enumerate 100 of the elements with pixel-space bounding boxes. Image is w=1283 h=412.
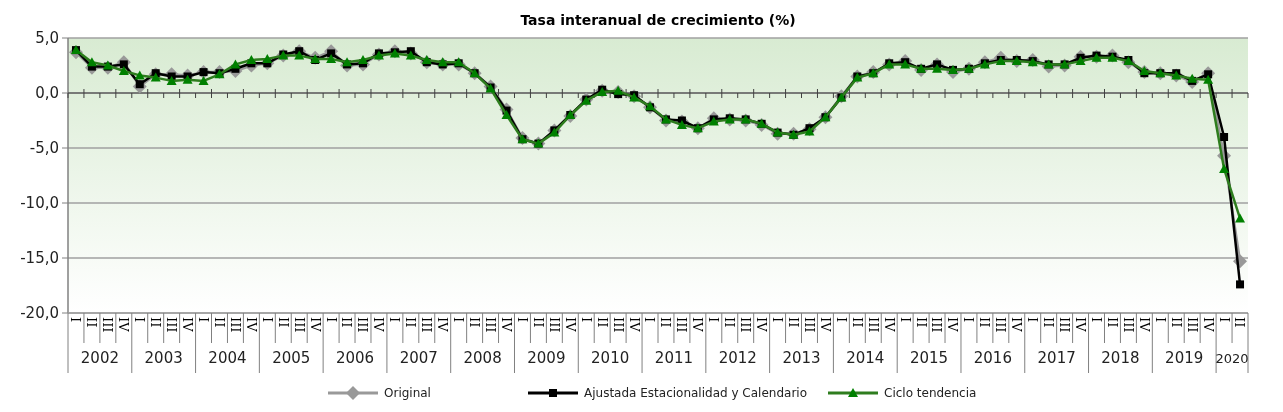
y-tick-label: 5,0 (35, 29, 59, 48)
text: 2007 (399, 349, 438, 367)
text: 2017 (1037, 349, 1076, 367)
y-tick-label: -10,0 (20, 194, 59, 213)
x-tick-label: III (1184, 317, 1200, 333)
y-tick-label: 0,0 (35, 84, 59, 103)
text: 2008 (463, 349, 502, 367)
x-tick-label: II (849, 317, 865, 328)
x-tick-label: II (1168, 317, 1184, 328)
x-tick-label: III (865, 317, 881, 333)
x-tick-label: I (578, 317, 594, 323)
text: 2018 (1101, 349, 1140, 367)
x-tick-label: III (674, 317, 690, 333)
x-tick-label: I (259, 317, 275, 323)
x-tick-label: I (68, 317, 84, 323)
x-tick-label: I (132, 317, 148, 323)
x-tick-label: I (195, 317, 211, 323)
x-tick-label: III (227, 317, 243, 333)
x-tick-label: II (913, 317, 929, 328)
x-tick-label: II (530, 317, 546, 328)
x-tick-label: IV (498, 317, 514, 333)
x-tick-label: I (1088, 317, 1104, 323)
x-tick-label: II (1041, 317, 1057, 328)
legend-label: Ajustada Estacionalidad y Calendario (584, 386, 807, 401)
x-tick-label: II (722, 317, 738, 328)
x-tick-label: II (977, 317, 993, 328)
x-tick-label: III (1057, 317, 1073, 333)
text: 2004 (208, 349, 247, 367)
text: 2012 (718, 349, 757, 367)
text: 2020 (1215, 351, 1249, 366)
x-tick-label: I (961, 317, 977, 323)
x-tick-label: III (355, 317, 371, 333)
x-tick-label: III (993, 317, 1009, 333)
x-tick-label: II (339, 317, 355, 328)
text: 2019 (1165, 349, 1204, 367)
x-tick-label: II (211, 317, 227, 328)
x-tick-label: I (323, 317, 339, 323)
x-tick-label: III (929, 317, 945, 333)
x-tick-label: IV (1073, 317, 1089, 333)
x-tick-label: II (275, 317, 291, 328)
x-tick-label: III (610, 317, 626, 333)
x-tick-label: I (451, 317, 467, 323)
x-tick-label: III (1120, 317, 1136, 333)
x-tick-label: I (387, 317, 403, 323)
x-tick-label: IV (690, 317, 706, 333)
x-tick-label: IV (371, 317, 387, 333)
x-tick-label: III (483, 317, 499, 333)
legend-label: Original (384, 386, 431, 401)
x-tick-label: III (419, 317, 435, 333)
x-tick-label: IV (754, 317, 770, 333)
x-tick-label: IV (435, 317, 451, 333)
x-tick-label: I (514, 317, 530, 323)
text: 2011 (654, 349, 694, 367)
x-tick-label: II (467, 317, 483, 328)
text: 2010 (591, 349, 630, 367)
y-tick-label: -20,0 (20, 304, 59, 323)
x-tick-label: I (642, 317, 658, 323)
x-tick-label: II (1232, 317, 1248, 328)
x-tick-label: I (833, 317, 849, 323)
x-tick-label: II (84, 317, 100, 328)
x-tick-label: II (148, 317, 164, 328)
x-tick-label: II (1104, 317, 1120, 328)
x-tick-label: II (785, 317, 801, 328)
x-tick-label: IV (116, 317, 132, 333)
x-tick-label: IV (180, 317, 196, 333)
text: 2013 (782, 349, 821, 367)
x-tick-label: IV (1009, 317, 1025, 333)
text: 2015 (909, 349, 949, 367)
x-tick-label: III (738, 317, 754, 333)
x-tick-label: I (770, 317, 786, 323)
y-tick-label: -5,0 (29, 139, 59, 158)
text: 2006 (335, 349, 375, 367)
x-tick-label: IV (562, 317, 578, 333)
chart-title: Tasa interanual de crecimiento (%) (520, 12, 796, 28)
x-tick-label: II (403, 317, 419, 328)
x-tick-label: III (100, 317, 116, 333)
text: 2003 (144, 349, 183, 367)
text: 2014 (846, 349, 885, 367)
x-tick-label: IV (307, 317, 323, 333)
text: 2016 (973, 349, 1012, 367)
x-tick-label: III (801, 317, 817, 333)
text: 2009 (527, 349, 566, 367)
x-tick-label: IV (881, 317, 897, 333)
x-tick-label: I (1025, 317, 1041, 323)
x-tick-label: IV (1136, 317, 1152, 333)
y-tick-label: -15,0 (20, 249, 59, 268)
x-tick-label: II (594, 317, 610, 328)
x-tick-label: III (546, 317, 562, 333)
x-tick-label: III (164, 317, 180, 333)
x-tick-label: I (1152, 317, 1168, 323)
x-tick-label: IV (243, 317, 259, 333)
x-tick-label: I (1216, 317, 1232, 323)
x-tick-label: I (897, 317, 913, 323)
x-tick-label: II (658, 317, 674, 328)
x-tick-label: IV (945, 317, 961, 333)
x-tick-label: I (706, 317, 722, 323)
x-tick-label: IV (817, 317, 833, 333)
x-tick-label: IV (626, 317, 642, 333)
legend-label: Ciclo tendencia (884, 386, 977, 401)
x-tick-label: IV (1200, 317, 1216, 333)
